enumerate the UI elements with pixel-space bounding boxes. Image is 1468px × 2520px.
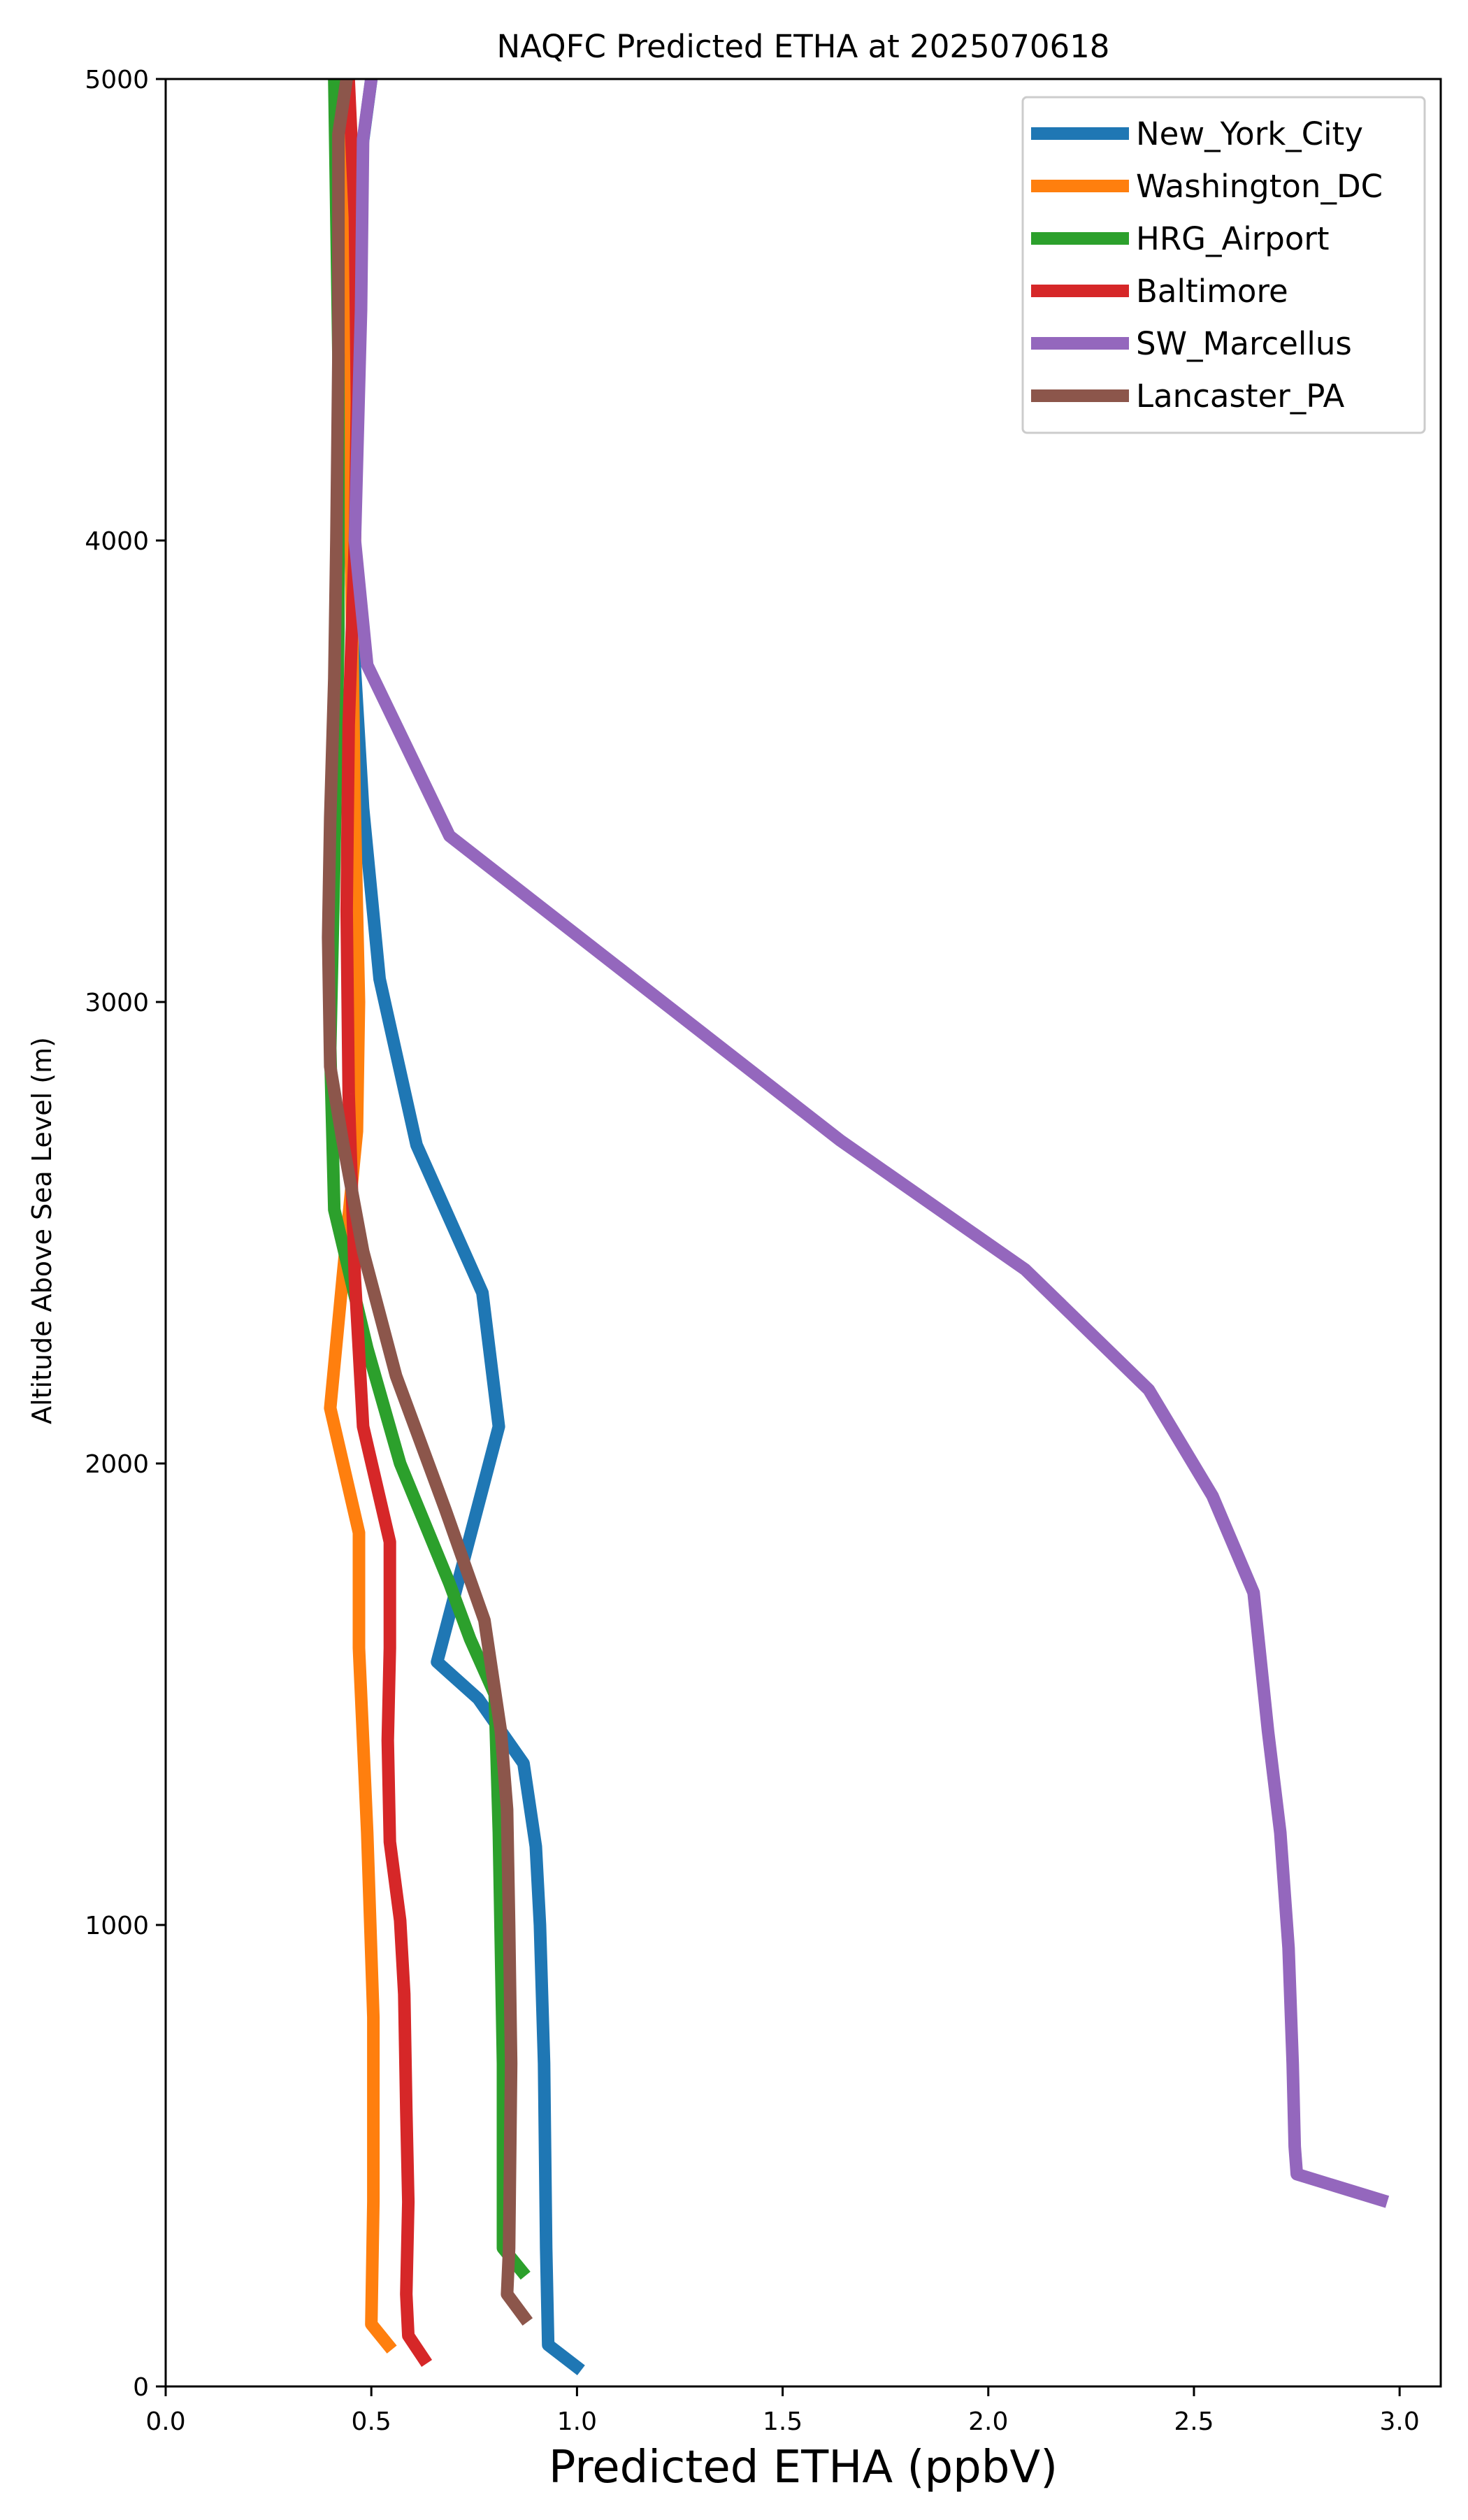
legend-item-hrg-airport: HRG_Airport: [1031, 220, 1330, 257]
series-layer: [322, 79, 1390, 2376]
series-line-sw-marcellus: [348, 79, 1390, 2208]
x-tick-label: 2.0: [968, 2407, 1008, 2436]
x-tick-label: 0.5: [352, 2407, 391, 2436]
y-tick-label: 4000: [85, 527, 149, 556]
y-tick-label: 0: [133, 2373, 149, 2402]
y-axis-label: Altitude Above Sea Level (m): [27, 1037, 57, 1424]
legend-label: Washington_DC: [1136, 168, 1383, 205]
x-tick-label: 2.5: [1174, 2407, 1214, 2436]
legend-label: SW_Marcellus: [1136, 325, 1352, 362]
legend-label: New_York_City: [1136, 115, 1363, 152]
legend-item-sw-marcellus: SW_Marcellus: [1031, 325, 1352, 362]
legend-item-washington-dc: Washington_DC: [1031, 168, 1383, 205]
x-axis-label: Predicted ETHA (ppbV): [549, 2442, 1058, 2493]
x-axis-ticks: 0.0 0.5 1.0 1.5 2.0 2.5 3.0: [145, 2386, 1420, 2436]
legend-label: Baltimore: [1136, 273, 1288, 310]
plot-frame: [164, 78, 1442, 2388]
chart-title: NAQFC Predicted ETHA at 2025070618: [497, 28, 1110, 65]
legend-item-lancaster-pa: Lancaster_PA: [1031, 378, 1345, 415]
legend-label: Lancaster_PA: [1136, 378, 1345, 415]
y-tick-label: 5000: [85, 66, 149, 94]
x-tick-label: 3.0: [1380, 2407, 1420, 2436]
legend: New_York_City Washington_DC HRG_Airport Bal…: [1021, 96, 1426, 434]
legend-label: HRG_Airport: [1136, 220, 1330, 257]
y-tick-label: 2000: [85, 1450, 149, 1479]
y-tick-label: 3000: [85, 989, 149, 1017]
y-axis-ticks: 0 1000 2000 3000 4000 5000: [85, 66, 166, 2402]
x-tick-label: 0.0: [145, 2407, 185, 2436]
legend-item-new-york-city: New_York_City: [1031, 115, 1363, 152]
y-tick-label: 1000: [85, 1912, 149, 1940]
x-tick-label: 1.5: [763, 2407, 803, 2436]
legend-items: New_York_City Washington_DC HRG_Airport Bal…: [1031, 115, 1383, 415]
legend-item-baltimore: Baltimore: [1031, 273, 1288, 310]
x-tick-label: 1.0: [557, 2407, 597, 2436]
series-line-lancaster-pa: [322, 79, 533, 2326]
